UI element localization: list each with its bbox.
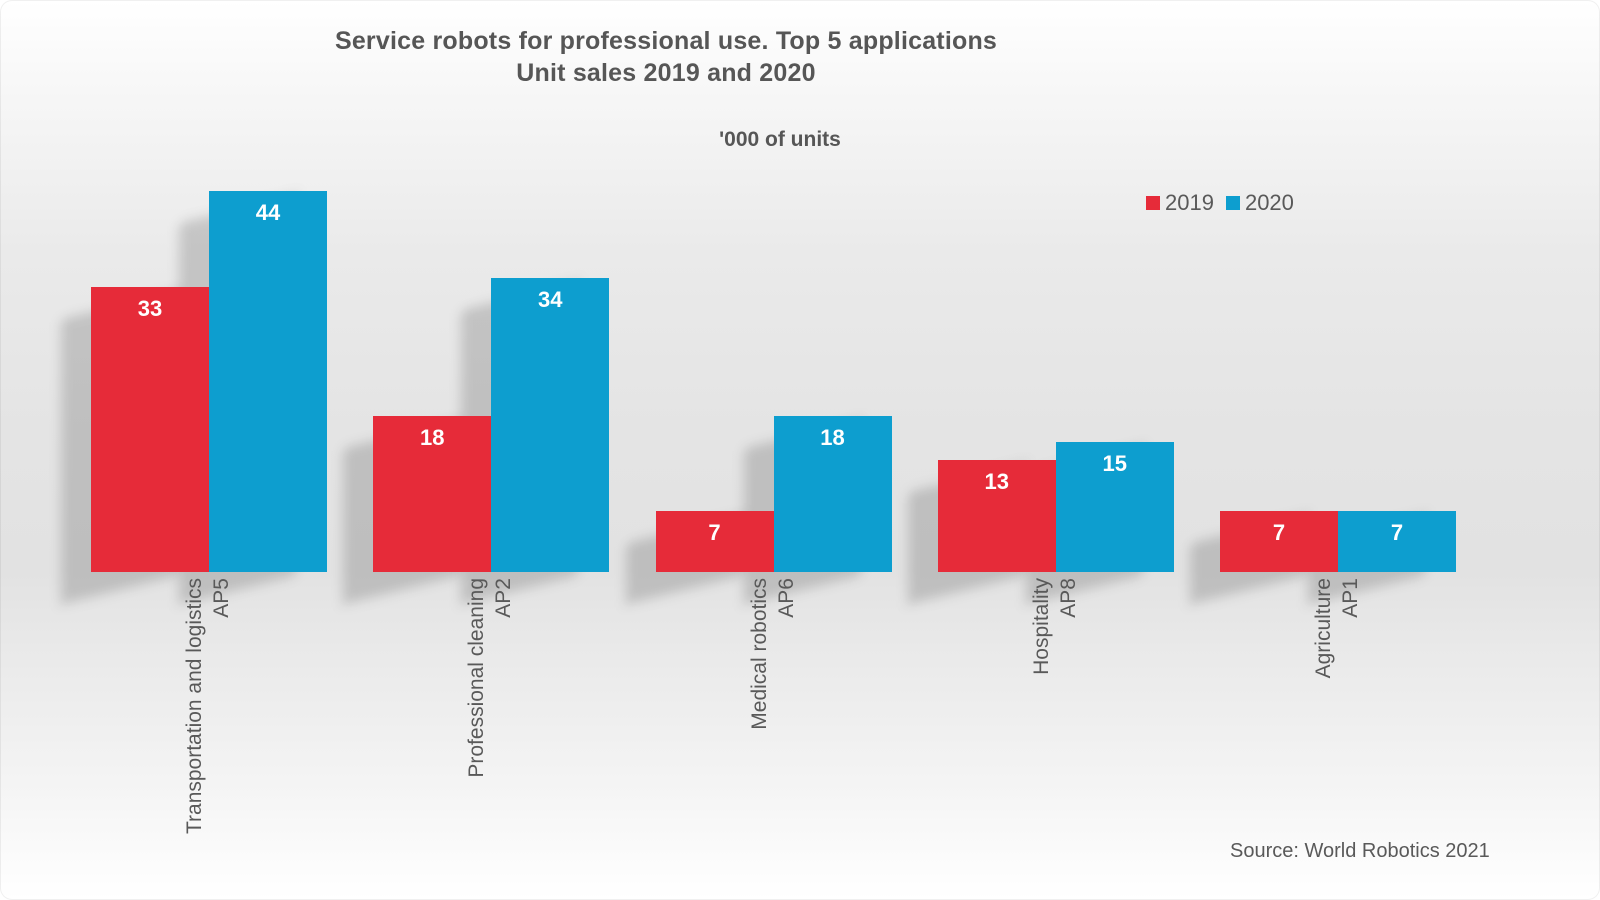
category-code: AP6 — [774, 578, 798, 618]
category-name: Medical robotics — [747, 578, 771, 730]
bar-value-label: 7 — [1390, 520, 1404, 546]
chart-title-block: Service robots for professional use. Top… — [0, 25, 1332, 89]
category-name: Transportation and logistics — [183, 578, 206, 835]
legend-swatch-icon — [1225, 196, 1240, 210]
bar-value-label: 13 — [984, 468, 1009, 494]
bar-value-label: 7 — [708, 520, 721, 546]
bar-2020-AP5: 44 — [209, 191, 327, 572]
bar-value-label: 18 — [420, 425, 445, 451]
chart-subtitle: Unit sales 2019 and 2020 — [516, 59, 816, 87]
category-code: AP5 — [210, 578, 233, 618]
legend-item-2019: 2019 — [1146, 190, 1214, 216]
legend: 2019 2020 — [1146, 190, 1294, 216]
legend-swatch-icon — [1146, 196, 1160, 210]
bar-2020-AP2: 34 — [491, 277, 610, 572]
category-label-AP6: Medical robotics AP6 — [746, 578, 802, 900]
bar-value-label: 33 — [137, 295, 163, 321]
bar-value-label: 34 — [538, 286, 563, 312]
bar-2020-AP8: 15 — [1055, 442, 1174, 572]
legend-item-2020: 2020 — [1225, 190, 1294, 216]
bar-2020-AP1: 7 — [1338, 511, 1456, 572]
legend-label: 2020 — [1244, 190, 1294, 215]
bar-2019-AP1: 7 — [1220, 511, 1338, 572]
category-code: AP8 — [1056, 578, 1080, 618]
bar-2020-AP6: 18 — [773, 416, 892, 572]
category-label-AP2: Professional cleaning AP2 — [463, 578, 519, 900]
category-name: Professional cleaning — [465, 578, 489, 778]
bar-2019-AP2: 18 — [373, 416, 492, 572]
category-code: AP2 — [492, 578, 516, 618]
category-label-AP5: Transportation and logistics AP5 — [181, 578, 237, 900]
bar-2019-AP6: 7 — [655, 511, 774, 572]
bar-2019-AP8: 13 — [937, 459, 1056, 572]
units-label: '000 of units — [719, 128, 841, 151]
units-label-block: '000 of units — [0, 128, 1560, 152]
bar-value-label: 44 — [255, 200, 281, 226]
category-name: Hospitality — [1029, 578, 1053, 675]
bar-2019-AP5: 33 — [91, 286, 209, 572]
bar-value-label: 7 — [1272, 520, 1286, 546]
category-label-AP8: Hospitality AP8 — [1028, 578, 1084, 900]
source-note: Source: World Robotics 2021 — [1230, 840, 1490, 862]
legend-label: 2019 — [1165, 190, 1214, 215]
chart-title: Service robots for professional use. Top… — [334, 27, 998, 55]
bar-value-label: 15 — [1102, 451, 1127, 477]
bar-value-label: 18 — [820, 425, 845, 451]
